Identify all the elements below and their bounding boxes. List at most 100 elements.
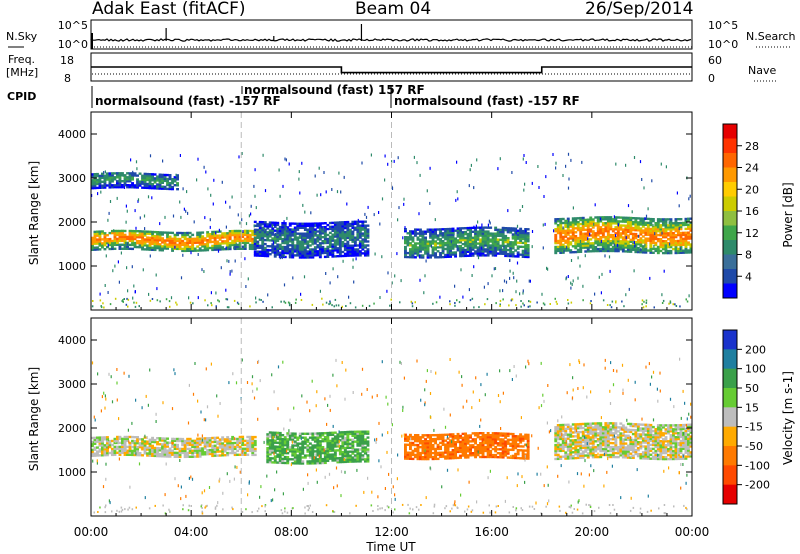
- power-scatter-355: [278, 168, 280, 172]
- power-cell-1941: [511, 233, 515, 236]
- velocity-cell-397: [216, 454, 220, 457]
- power-cell-381: [211, 232, 215, 236]
- power-cell-1865: [496, 248, 500, 251]
- power-cell-1826: [486, 230, 490, 233]
- velocity-cell-88: [118, 447, 122, 450]
- power-scatter-238: [193, 220, 195, 224]
- velocity-cell-1312: [469, 434, 472, 437]
- velocity-cell-911: [343, 448, 347, 452]
- velocity-cell-32: [101, 452, 104, 455]
- power-cell-331: [196, 241, 200, 244]
- power-scatter-282: [285, 158, 287, 162]
- power-cell-2024: [554, 230, 558, 233]
- velocity-cell-390: [213, 450, 217, 453]
- power-scatter-317: [253, 239, 255, 243]
- velocity-cell-1223: [449, 443, 452, 446]
- velocity-cell-1519: [521, 437, 525, 440]
- power-cell-1983: [521, 235, 525, 239]
- velocity-cell-1412: [494, 440, 498, 443]
- velocity-cell-306: [188, 455, 192, 458]
- power-cell-1681: [459, 233, 462, 236]
- velocity-cell-1237: [451, 437, 455, 440]
- power-cell-1882: [499, 232, 503, 236]
- power-cell-426: [226, 240, 230, 243]
- power-cell-1979: [521, 249, 525, 253]
- power-cell-1505: [421, 234, 425, 237]
- power-cell-442: [231, 239, 235, 243]
- power-ground-104: [333, 305, 335, 308]
- power-scatter-130: [613, 215, 615, 219]
- power-cell-1417: [366, 224, 370, 227]
- velocity-cell-554: [271, 441, 275, 444]
- power-cell-1970: [519, 237, 523, 240]
- power-cell-2279: [599, 220, 603, 223]
- power-cell-211: [156, 235, 159, 238]
- power-cell-1352: [356, 238, 360, 241]
- power-cell-2789: [687, 217, 690, 220]
- power-scatter-416: [379, 296, 381, 299]
- power-ground-111: [511, 298, 514, 301]
- velocity-cell-338: [196, 439, 200, 442]
- power-cell-2204: [586, 234, 590, 237]
- velocity-cell-1084: [416, 457, 420, 461]
- velocity-cell-1181: [439, 453, 442, 456]
- velocity-cell-1353: [481, 449, 485, 453]
- power-ground-46: [411, 302, 414, 305]
- power-scatter-144: [600, 291, 602, 295]
- velocity-cell-928: [346, 440, 350, 444]
- power-cell-408: [218, 230, 222, 233]
- power-cell-899: [278, 227, 282, 231]
- power-cell-2374: [616, 246, 620, 249]
- velocity-cell-509: [251, 439, 255, 443]
- power-cell-1155: [323, 255, 327, 259]
- velocity-cell-1517: [521, 445, 525, 448]
- power-cell-1285: [343, 223, 347, 226]
- velocity-cell-1334: [476, 447, 480, 451]
- power-cell-1253: [338, 229, 342, 232]
- power-scatter-4: [633, 241, 635, 244]
- power-ground-137: [642, 306, 645, 309]
- power-cell-2346: [611, 245, 615, 249]
- power-scatter-394: [651, 179, 653, 183]
- power-cell-650: [141, 186, 144, 189]
- power-cell-2164: [579, 228, 583, 232]
- velocity-cell-1180: [439, 455, 442, 458]
- power-cell-104: [123, 235, 127, 239]
- power-cell-619: [126, 178, 129, 181]
- velocity-cell-286: [181, 441, 185, 445]
- velocity-cell-67: [111, 447, 114, 451]
- power-cell-2744: [679, 233, 683, 237]
- velocity-cell-1072: [411, 441, 415, 445]
- power-scatter-209: [245, 285, 247, 288]
- power-cell-2669: [667, 238, 670, 241]
- power-cell-2664: [667, 251, 670, 255]
- velocity-cell-106: [123, 443, 127, 447]
- power-cell-475: [241, 247, 245, 250]
- power-cell-1039: [303, 250, 307, 253]
- power-cell-1374: [358, 226, 362, 229]
- power-cell-1260: [341, 244, 345, 248]
- velocity-cell-1268: [459, 436, 462, 440]
- power-cell-500: [248, 243, 252, 247]
- power-cell-1884: [499, 228, 503, 232]
- power-cell-230: [161, 231, 164, 234]
- power-ground-138: [645, 301, 648, 304]
- power-cell-821: [266, 254, 270, 258]
- power-ground-127: [300, 299, 303, 301]
- power-cell-663: [143, 172, 147, 176]
- power-cell-1216: [333, 235, 337, 238]
- power-cell-393: [216, 248, 220, 251]
- power-cell-721: [166, 181, 169, 185]
- power-cell-1169: [326, 255, 330, 258]
- power-ground-126: [334, 298, 337, 301]
- power-ground-72: [615, 300, 617, 303]
- power-cell-1542: [431, 250, 435, 253]
- power-cell-337: [198, 249, 202, 252]
- velocity-cell-107: [123, 441, 127, 445]
- power-cell-489: [243, 231, 247, 235]
- power-cell-2386: [616, 222, 620, 225]
- power-cell-108: [126, 245, 129, 248]
- power-ground-42: [456, 299, 458, 302]
- velocity-cell-293: [183, 447, 187, 451]
- power-cell-2037: [556, 225, 560, 229]
